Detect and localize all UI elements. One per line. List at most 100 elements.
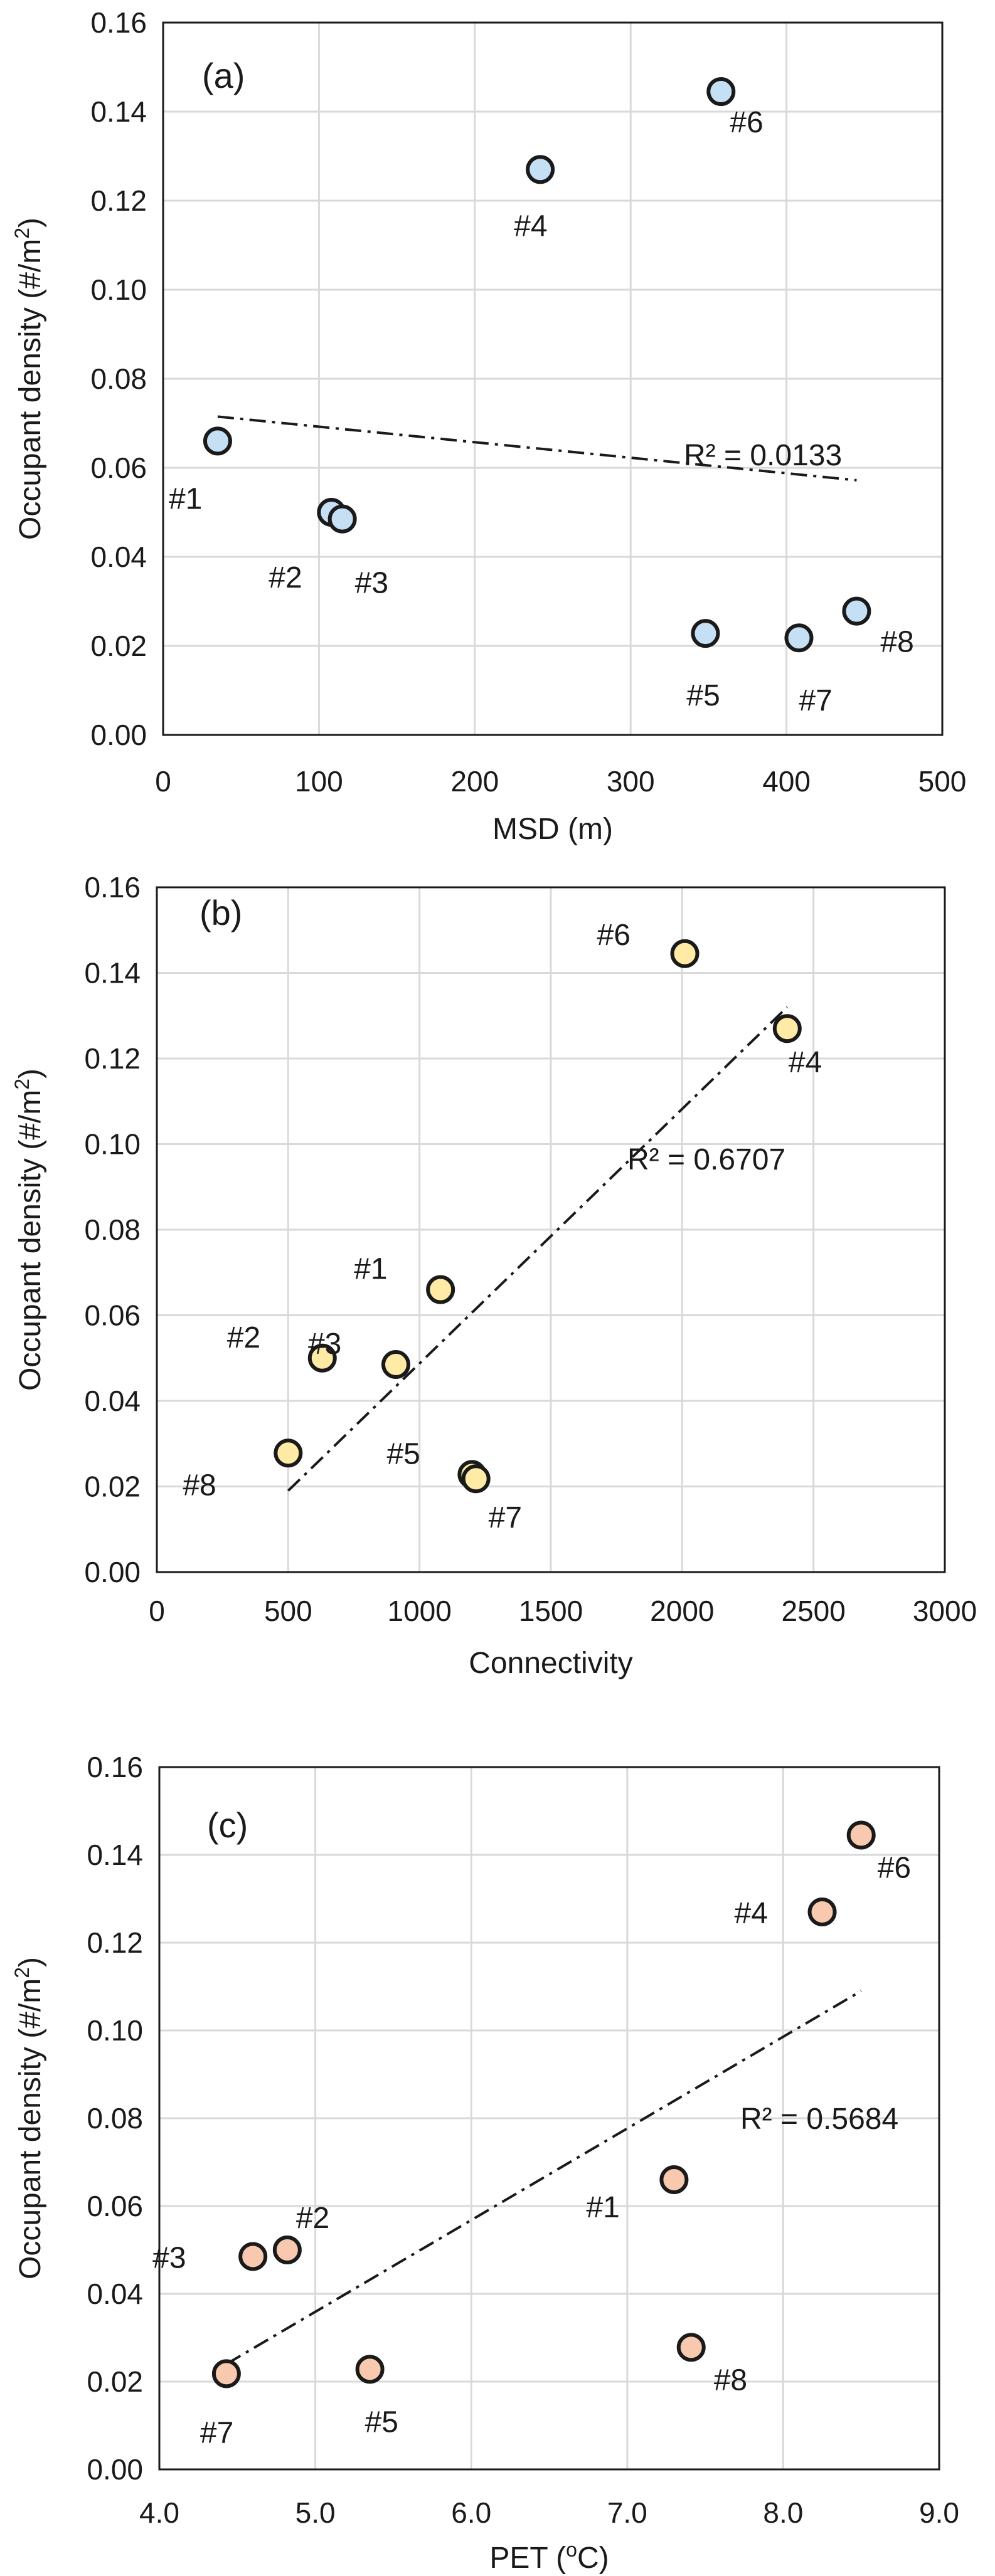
point-label: #2 xyxy=(269,561,302,594)
panel-label: (c) xyxy=(207,1805,248,1845)
data-point xyxy=(670,939,700,968)
y-tick-label: 0.08 xyxy=(90,362,147,395)
y-tick-label: 0.02 xyxy=(90,630,147,662)
x-tick-label: 0 xyxy=(149,1595,165,1627)
point-label: #8 xyxy=(714,2363,747,2397)
data-point xyxy=(381,1349,410,1379)
y-tick-label: 0.16 xyxy=(90,6,147,39)
y-tick-label: 0.08 xyxy=(84,1213,141,1246)
y-tick-label: 0.02 xyxy=(87,2365,143,2398)
y-tick-label: 0.16 xyxy=(84,871,141,904)
y-tick-label: 0.12 xyxy=(84,1042,141,1075)
data-point xyxy=(274,1438,303,1468)
x-tick-label: 500 xyxy=(264,1595,312,1627)
y-tick-label: 0.00 xyxy=(87,2453,143,2486)
x-axis-title-superscript: o xyxy=(566,2538,577,2561)
y-tick-label: 0.14 xyxy=(84,957,141,990)
x-tick-label: 5.0 xyxy=(295,2496,336,2529)
point-label: #6 xyxy=(730,106,763,139)
r-squared-label: R² = 0.5684 xyxy=(740,2103,898,2136)
data-point xyxy=(327,504,357,534)
panel-label: (a) xyxy=(202,56,245,95)
point-label: #1 xyxy=(169,482,202,515)
data-point xyxy=(211,2359,241,2389)
y-tick-label: 0.12 xyxy=(90,184,147,217)
y-tick-label: 0.10 xyxy=(87,2014,143,2047)
y-axis-title-superscript: 2 xyxy=(11,228,33,239)
x-tick-label: 2000 xyxy=(650,1595,714,1627)
y-axis-title-main: Occupant density (#/m xyxy=(14,1090,47,1391)
y-axis-title: Occupant density (#/m2) xyxy=(11,1069,47,1391)
y-axis-title-end: ) xyxy=(14,218,47,228)
y-axis-title-end: ) xyxy=(14,1069,47,1079)
point-label: #2 xyxy=(296,2202,329,2235)
data-point xyxy=(307,1343,337,1373)
point-label: #6 xyxy=(878,1852,911,1885)
point-label: #4 xyxy=(735,1897,768,1930)
y-tick-label: 0.06 xyxy=(87,2190,143,2222)
y-tick-label: 0.10 xyxy=(84,1128,141,1161)
plot-area xyxy=(156,886,946,1573)
y-tick-label: 0.08 xyxy=(87,2102,143,2135)
data-point xyxy=(426,1275,455,1304)
x-tick-label: 4.0 xyxy=(139,2496,179,2529)
y-tick-label: 0.06 xyxy=(84,1299,141,1332)
plot-area xyxy=(158,1766,940,2471)
x-axis-title: PET (oC) xyxy=(489,2538,609,2575)
chart-b: 0 500 1000 1500 2000 2500 3000 0.00 0.02 0.04 0.06… xyxy=(11,871,977,1680)
x-tick-label: 9.0 xyxy=(919,2496,959,2529)
data-point xyxy=(461,1464,491,1494)
x-tick-label: 1500 xyxy=(519,1595,583,1627)
y-axis-title: Occupant density (#/m2) xyxy=(11,218,47,540)
x-tick-label: 8.0 xyxy=(763,2496,803,2529)
y-tick-label: 0.04 xyxy=(84,1385,141,1417)
y-tick-label: 0.10 xyxy=(90,273,147,306)
point-label: #8 xyxy=(880,626,913,659)
y-tick-label: 0.16 xyxy=(87,1751,143,1783)
y-axis-title-superscript: 2 xyxy=(11,1967,33,1978)
chart-a: 0 100 200 300 400 500 0.00 0.02 0.04 0.06 0.08 0.10… xyxy=(11,6,967,846)
data-point xyxy=(842,596,871,626)
data-point xyxy=(846,1820,876,1850)
point-label: #7 xyxy=(200,2416,233,2449)
point-label: #6 xyxy=(597,919,631,952)
data-point xyxy=(272,2236,302,2264)
y-tick-label: 0.00 xyxy=(84,1556,141,1588)
x-tick-label: 100 xyxy=(295,765,343,798)
data-point xyxy=(772,1014,802,1043)
data-point xyxy=(238,2242,268,2271)
y-axis-title: Occupant density (#/m2) xyxy=(11,1957,47,2279)
data-point xyxy=(355,2355,385,2384)
y-axis-title-main: Occupant density (#/m xyxy=(14,1978,47,2279)
r-squared-label: R² = 0.6707 xyxy=(627,1143,785,1176)
x-axis-title-end: C) xyxy=(577,2542,609,2575)
y-tick-label: 0.04 xyxy=(87,2278,143,2310)
x-tick-label: 1000 xyxy=(387,1595,451,1627)
y-axis-title-end: ) xyxy=(14,1957,47,1967)
y-axis-title-superscript: 2 xyxy=(11,1079,33,1090)
point-label: #2 xyxy=(227,1321,260,1354)
x-axis-title: Connectivity xyxy=(469,1647,632,1680)
y-tick-label: 0.12 xyxy=(87,1926,143,1959)
x-tick-label: 500 xyxy=(918,765,967,798)
point-label: #5 xyxy=(365,2405,398,2439)
data-point xyxy=(203,426,232,456)
point-label: #1 xyxy=(586,2191,619,2224)
x-tick-label: 200 xyxy=(450,765,499,798)
data-point xyxy=(706,77,736,107)
point-label: #4 xyxy=(789,1046,822,1079)
point-label: #1 xyxy=(354,1253,387,1286)
plot-area xyxy=(162,21,944,736)
y-tick-label: 0.14 xyxy=(90,95,147,128)
point-label: #5 xyxy=(386,1437,420,1470)
x-tick-label: 400 xyxy=(762,765,811,798)
panel-label: (b) xyxy=(200,893,242,932)
x-tick-label: 7.0 xyxy=(607,2496,647,2529)
x-tick-label: 6.0 xyxy=(451,2496,491,2529)
y-tick-label: 0.00 xyxy=(90,719,147,751)
x-axis-title: MSD (m) xyxy=(492,813,613,846)
x-tick-label: 3000 xyxy=(913,1595,977,1627)
y-tick-label: 0.06 xyxy=(90,451,147,484)
point-label: #3 xyxy=(308,1328,341,1361)
point-label: #7 xyxy=(489,1501,522,1534)
